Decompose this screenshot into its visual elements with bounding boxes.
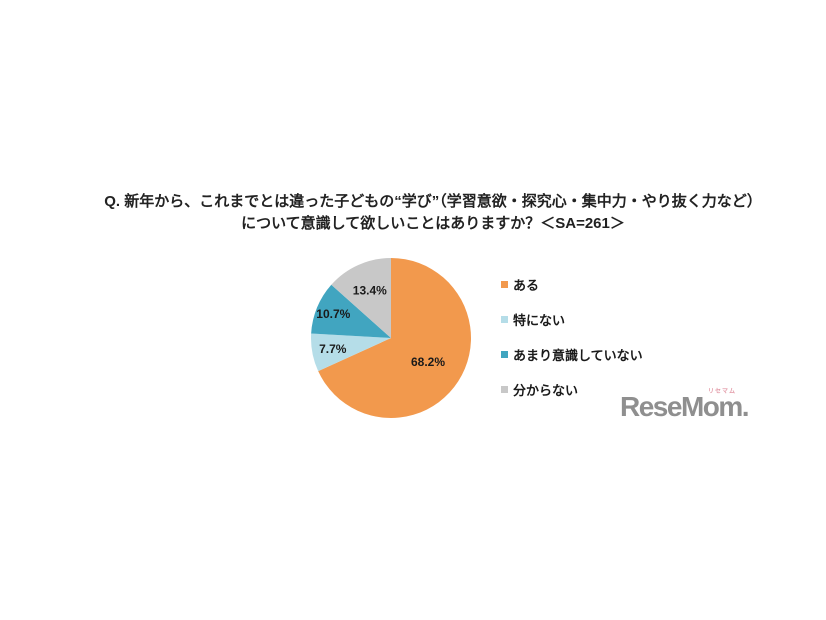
- pie-slice-1: [311, 333, 391, 372]
- resemom-logo: リセマム ReseMom.: [620, 384, 750, 423]
- chart-title: Q. 新年から、これまでとは違った子どもの“学び”（学習意欲・探究心・集中力・や…: [63, 191, 803, 235]
- legend-label-0: ある: [513, 277, 540, 293]
- pie-slice-2: [311, 284, 391, 338]
- pie-value-label-1: 7.7%: [319, 342, 347, 356]
- pie-chart: 68.2% 7.7% 10.7%13.4%: [311, 258, 471, 418]
- legend-label-3: 分からない: [513, 382, 579, 398]
- legend-item-3: 分からない: [501, 382, 643, 398]
- legend-label-2: あまり意識していない: [513, 347, 643, 363]
- logo-text: ReseMom.: [620, 391, 750, 423]
- legend-swatch-icon-2: [501, 350, 508, 358]
- pie-value-label-3: 13.4%: [353, 284, 387, 298]
- legend-item-1: 特にない: [501, 312, 643, 328]
- legend-label-1: 特にない: [513, 312, 566, 328]
- legend-item-0: ある: [501, 277, 643, 293]
- legend-swatch-icon-1: [501, 315, 508, 323]
- pie-slice-0: [318, 258, 471, 418]
- chart-legend: ある特にないあまり意識していない 分からない: [501, 277, 643, 417]
- pie-value-label-2: 10.7%: [316, 307, 350, 321]
- pie-slice-3: [331, 258, 391, 338]
- logo-wordmark: ReseMom: [620, 391, 743, 422]
- pie-value-label-0: 68.2%: [411, 355, 445, 369]
- chart-title-line2: について意識して欲しいことはありますか？＜SA=261＞: [241, 215, 625, 232]
- legend-item-2: あまり意識していない: [501, 347, 643, 363]
- legend-swatch-icon-0: [501, 280, 508, 288]
- chart-title-line1: Q. 新年から、これまでとは違った子どもの“学び”（学習意欲・探究心・集中力・や…: [104, 193, 762, 210]
- logo-period: .: [741, 391, 750, 422]
- logo-ruby-text: リセマム: [708, 389, 737, 395]
- legend-swatch-icon-3: [501, 385, 508, 393]
